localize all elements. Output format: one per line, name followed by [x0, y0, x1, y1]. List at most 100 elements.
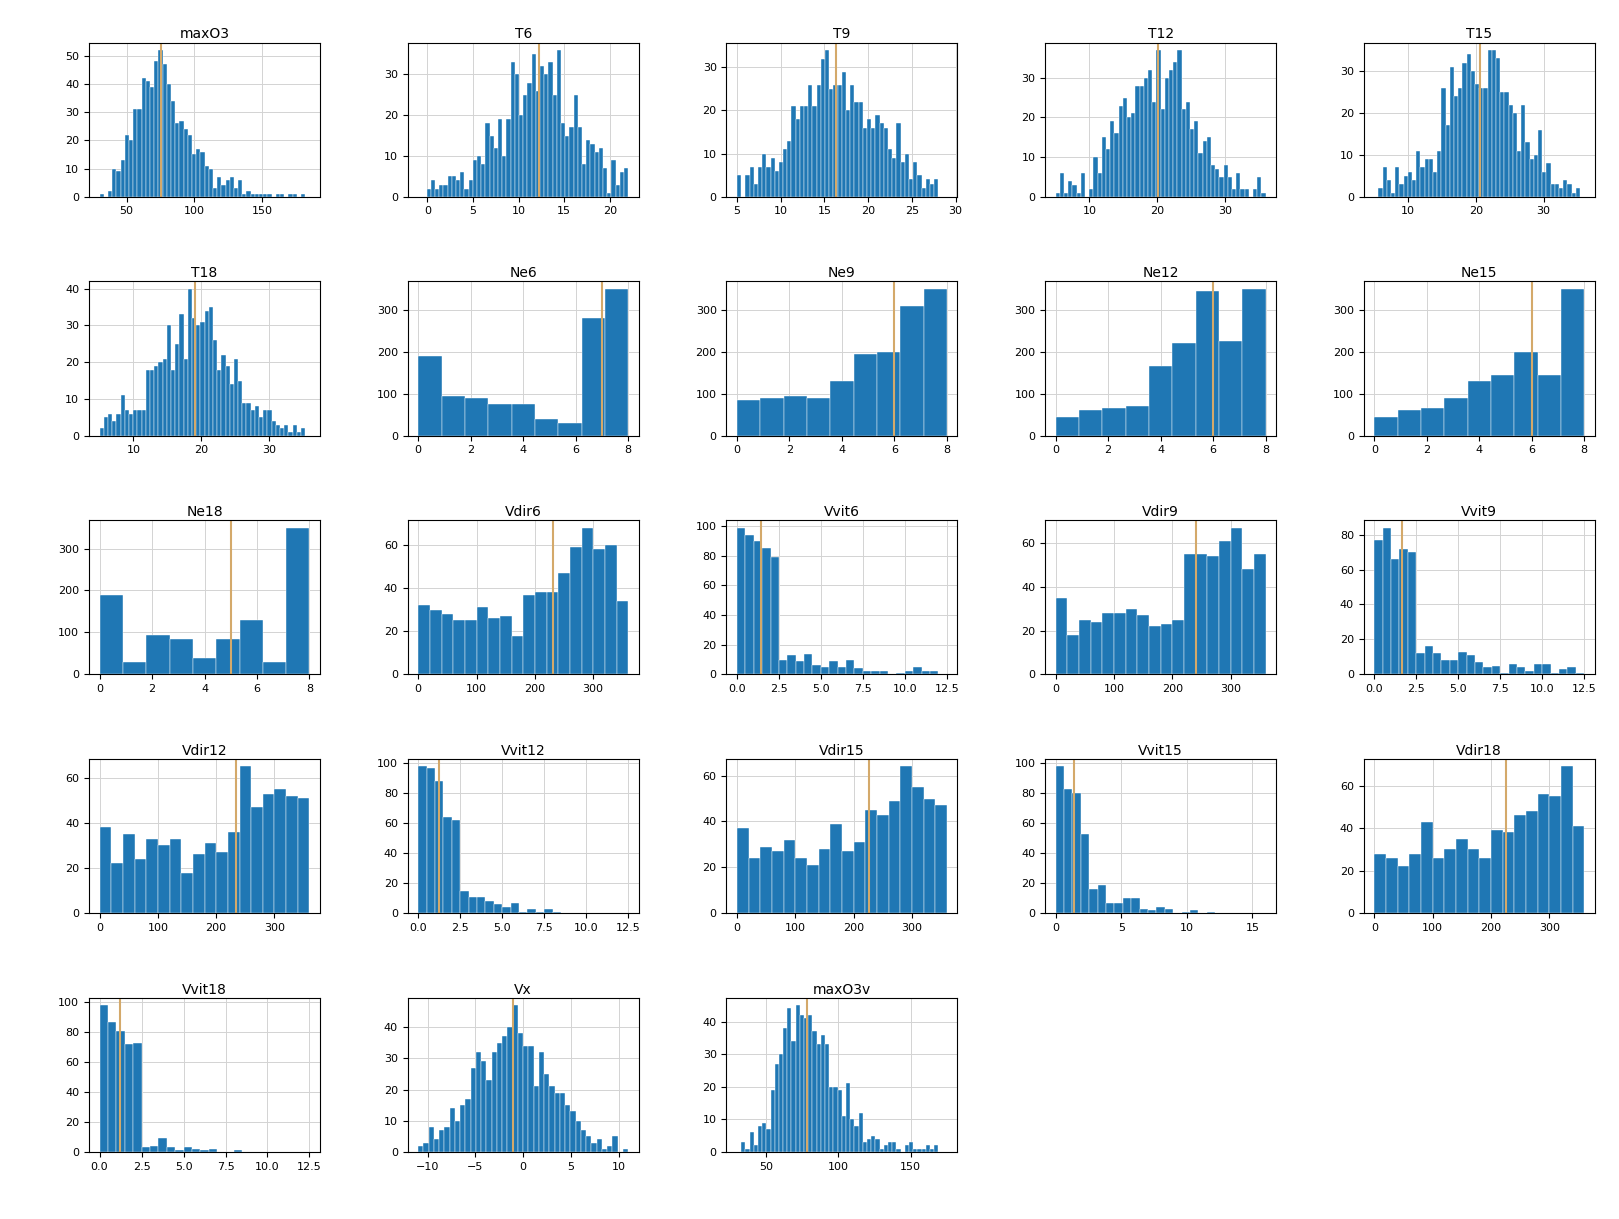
Bar — [560, 1092, 565, 1152]
Bar — [240, 619, 262, 674]
Bar — [1433, 172, 1438, 196]
Bar — [476, 1052, 481, 1152]
Bar — [847, 659, 855, 674]
Bar — [427, 768, 436, 913]
Bar — [865, 809, 877, 913]
Bar — [766, 1129, 771, 1152]
Bar — [1253, 189, 1256, 196]
Bar — [1421, 408, 1444, 435]
Bar — [1106, 149, 1111, 196]
Bar — [262, 662, 287, 674]
Bar — [492, 1052, 497, 1152]
Bar — [1488, 50, 1491, 196]
Bar — [763, 154, 766, 196]
Bar — [151, 369, 154, 435]
Bar — [745, 176, 750, 196]
Bar — [884, 1146, 889, 1152]
Bar — [183, 129, 188, 196]
Bar — [1182, 912, 1190, 913]
Bar — [837, 84, 842, 196]
Bar — [1396, 167, 1399, 196]
Bar — [1409, 853, 1421, 913]
Bar — [534, 1086, 539, 1152]
Bar — [513, 1006, 518, 1152]
Bar — [494, 147, 499, 196]
Bar — [787, 1008, 792, 1152]
Bar — [254, 406, 259, 435]
Bar — [1242, 289, 1266, 435]
Bar — [528, 83, 531, 196]
Bar — [1397, 411, 1421, 435]
Bar — [913, 1148, 918, 1152]
Bar — [581, 165, 586, 196]
Bar — [254, 194, 259, 196]
Bar — [1172, 619, 1183, 674]
Bar — [466, 1098, 471, 1152]
Bar — [450, 1108, 455, 1152]
Bar — [478, 897, 486, 913]
Bar — [1119, 106, 1122, 196]
Bar — [1103, 613, 1114, 674]
Bar — [1491, 374, 1514, 435]
Bar — [913, 162, 918, 196]
Bar — [771, 158, 776, 196]
Bar — [478, 156, 481, 196]
Bar — [549, 62, 552, 196]
Bar — [175, 1151, 183, 1152]
Bar — [1459, 88, 1462, 196]
Bar — [1140, 85, 1143, 196]
Bar — [193, 855, 204, 913]
Bar — [204, 166, 209, 196]
Bar — [99, 1006, 108, 1152]
Bar — [1164, 908, 1174, 913]
Bar — [108, 191, 112, 196]
Bar — [460, 891, 468, 913]
Bar — [1387, 180, 1391, 196]
Bar — [175, 123, 180, 196]
Bar — [1444, 850, 1455, 913]
Bar — [468, 897, 478, 913]
Bar — [1077, 193, 1081, 196]
Bar — [1224, 165, 1227, 196]
Bar — [427, 189, 431, 196]
Title: Vx: Vx — [515, 983, 533, 997]
Bar — [795, 119, 800, 196]
Bar — [233, 1151, 243, 1152]
Bar — [1525, 670, 1533, 674]
Bar — [146, 839, 159, 913]
Bar — [877, 814, 889, 913]
Bar — [442, 396, 465, 435]
Bar — [1190, 911, 1198, 913]
Bar — [847, 111, 850, 196]
Bar — [754, 1146, 758, 1152]
Bar — [837, 667, 847, 674]
Bar — [1208, 556, 1219, 674]
Bar — [771, 1090, 776, 1152]
Bar — [591, 1142, 597, 1152]
Bar — [813, 1031, 816, 1152]
Bar — [1206, 138, 1211, 196]
Bar — [776, 171, 779, 196]
Bar — [606, 289, 628, 435]
Bar — [813, 666, 821, 674]
Bar — [1538, 794, 1549, 913]
Bar — [1375, 417, 1397, 435]
Bar — [465, 397, 489, 435]
Bar — [1475, 84, 1480, 196]
Bar — [293, 424, 296, 435]
Bar — [280, 194, 285, 196]
Bar — [1561, 289, 1585, 435]
Bar — [892, 158, 897, 196]
Bar — [800, 1015, 805, 1152]
Bar — [1517, 151, 1522, 196]
Bar — [761, 847, 772, 913]
Bar — [1240, 189, 1245, 196]
Bar — [117, 1031, 125, 1152]
Bar — [104, 417, 108, 435]
Bar — [763, 1123, 766, 1152]
Bar — [1211, 165, 1216, 196]
Bar — [238, 179, 243, 196]
Bar — [544, 908, 552, 913]
Bar — [766, 167, 771, 196]
Bar — [1567, 667, 1575, 674]
